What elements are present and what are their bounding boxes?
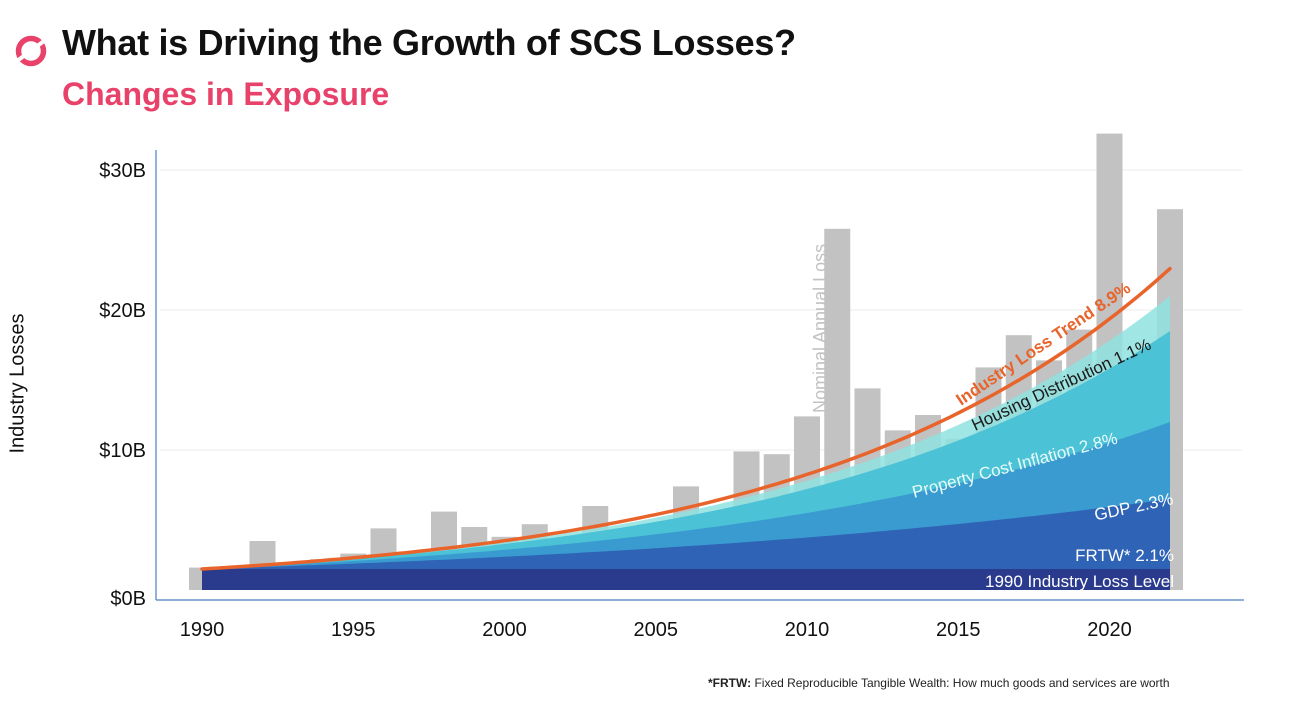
y-tick-label: $0B <box>110 588 146 610</box>
x-tick-label: 2015 <box>936 619 981 641</box>
frtw-label: FRTW* 2.1% <box>1075 546 1174 565</box>
footnote: *FRTW: Fixed Reproducible Tangible Wealt… <box>708 676 1170 690</box>
y-tick-label: $10B <box>99 440 146 462</box>
band-frtw <box>202 499 1170 590</box>
y-tick-label: $30B <box>99 160 146 182</box>
base-level-label: 1990 Industry Loss Level <box>985 572 1174 591</box>
trend-line <box>200 266 1172 571</box>
bar-series-annotation: Nominal Annual Loss <box>810 244 830 413</box>
brand-logo-icon <box>15 35 47 67</box>
band-1990-level <box>202 569 1170 590</box>
x-tick-label: 2005 <box>634 619 679 641</box>
x-tick-label: 1995 <box>331 619 376 641</box>
y-tick-label: $20B <box>99 300 146 322</box>
page-title: What is Driving the Growth of SCS Losses… <box>62 22 796 63</box>
x-tick-label: 2000 <box>482 619 527 641</box>
page-subtitle: Changes in Exposure <box>62 76 390 112</box>
footnote-definition: Fixed Reproducible Tangible Wealth: How … <box>754 676 1170 690</box>
x-tick-label: 1990 <box>180 619 225 641</box>
x-tick-label: 2010 <box>785 619 830 641</box>
footnote-term: *FRTW: <box>708 676 752 690</box>
x-tick-label: 2020 <box>1087 619 1132 641</box>
